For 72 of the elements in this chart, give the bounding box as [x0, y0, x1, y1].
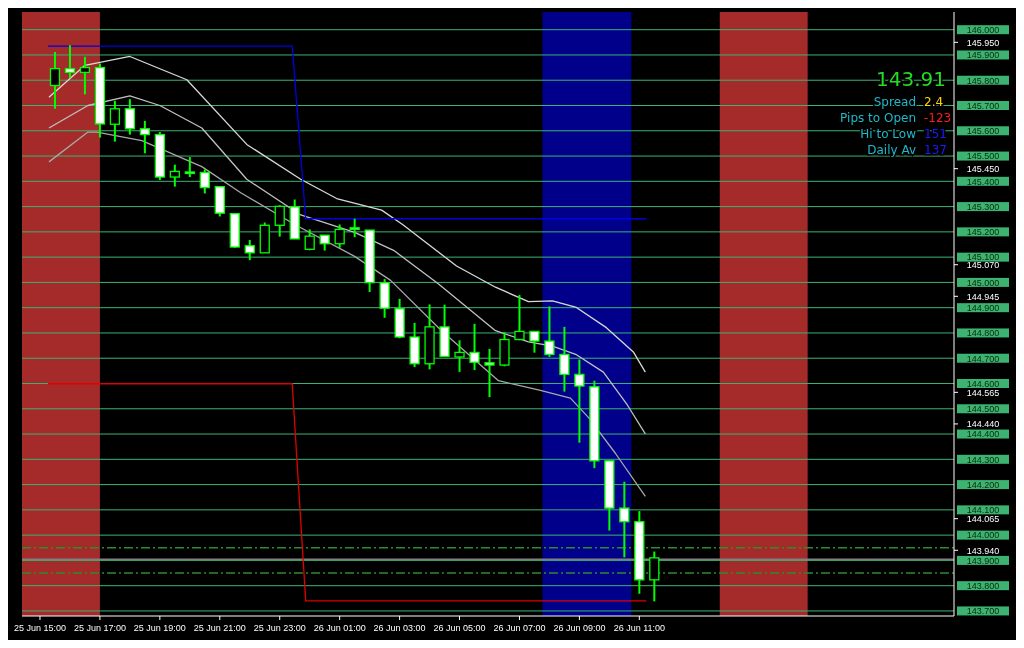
candlestick: [544, 305, 555, 358]
y2-tick-label: 145.070: [966, 260, 1000, 271]
x-tick-label: 25 Jun 19:00: [133, 623, 186, 633]
candlestick: [124, 98, 136, 136]
annotation: Pips to Open: [840, 111, 916, 125]
candlestick: [139, 119, 151, 155]
y2-tick-label: 145.450: [966, 163, 1000, 174]
y2-tick-label: 144.065: [966, 514, 1000, 524]
y-tick-label: 143.900: [966, 555, 1000, 566]
y-tick-label: 145.300: [966, 201, 1000, 212]
candlestick: [109, 99, 121, 143]
candlestick: [169, 163, 180, 188]
y-tick-label: 143.700: [966, 606, 1000, 617]
annotation: Daily Av: [867, 143, 916, 157]
y-tick-label: 144.200: [966, 479, 1000, 490]
candlestick: [484, 347, 495, 399]
y2-tick-label: 145.950: [966, 37, 1000, 48]
x-tick-label: 26 Jun 03:00: [373, 623, 426, 633]
y-tick-label: 145.600: [966, 126, 1000, 137]
candlestick: [49, 50, 61, 110]
x-tick-label: 26 Jun 07:00: [493, 623, 546, 633]
annotation: -123: [924, 111, 952, 125]
candlestick: [79, 55, 91, 96]
y-tick-label: 145.100: [966, 252, 1000, 263]
y-tick-label: 145.700: [966, 100, 1000, 111]
y-tick-label: 144.800: [966, 328, 1000, 339]
y2-tick-label: 144.945: [966, 291, 1000, 302]
y-tick-label: 144.100: [966, 505, 1000, 516]
candlestick: [574, 358, 585, 444]
candlestick: [619, 480, 630, 559]
y-tick-label: 143.800: [966, 580, 1000, 591]
candlestick: [514, 294, 525, 342]
y-tick-label: 145.800: [966, 75, 1000, 86]
candlestick: [199, 168, 210, 195]
y2-tick-label: 144.565: [966, 387, 1000, 398]
x-tick-label: 26 Jun 09:00: [553, 623, 606, 633]
y-tick-label: 145.000: [966, 277, 1000, 288]
y-tick-label: 145.500: [966, 151, 1000, 162]
x-tick-label: 25 Jun 17:00: [73, 623, 126, 633]
x-tick-label: 26 Jun 01:00: [313, 623, 366, 633]
x-tick-label: 25 Jun 21:00: [193, 623, 246, 633]
candlestick: [184, 156, 195, 179]
annotation: 151: [924, 127, 947, 141]
y-tick-label: 145.900: [966, 50, 1000, 61]
y-tick-label: 144.900: [966, 302, 1000, 313]
y-tick-label: 145.200: [966, 227, 1000, 238]
x-tick-label: 25 Jun 15:00: [13, 623, 66, 633]
annotation: 137: [924, 143, 947, 157]
candlestick: [559, 325, 570, 393]
y-tick-label: 144.300: [966, 454, 1000, 465]
candlestick: [244, 238, 255, 262]
annotation: Hi to Low: [860, 127, 917, 141]
y-tick-label: 146.000: [966, 24, 1000, 35]
x-tick-label: 26 Jun 05:00: [433, 623, 486, 633]
candlestick: [529, 330, 540, 354]
candlestick: [349, 217, 360, 239]
candlestick: [469, 322, 480, 372]
y-tick-label: 144.400: [966, 429, 1000, 440]
candlestick: [274, 204, 285, 238]
candlestick: [64, 44, 76, 79]
candlestick: [334, 223, 345, 249]
y-tick-label: 144.000: [966, 530, 1000, 541]
y2-tick-label: 144.440: [966, 419, 1000, 430]
candlestick: [454, 339, 465, 373]
y-tick-label: 145.400: [966, 176, 1000, 187]
x-tick-label: 25 Jun 23:00: [253, 623, 306, 633]
candlestick: [649, 550, 660, 603]
y-tick-label: 144.600: [966, 378, 1000, 389]
x-tick-label: 26 Jun 11:00: [613, 623, 666, 633]
y-tick-label: 144.700: [966, 353, 1000, 364]
y-tick-label: 144.500: [966, 404, 1000, 415]
y2-tick-label: 143.940: [966, 545, 1000, 556]
